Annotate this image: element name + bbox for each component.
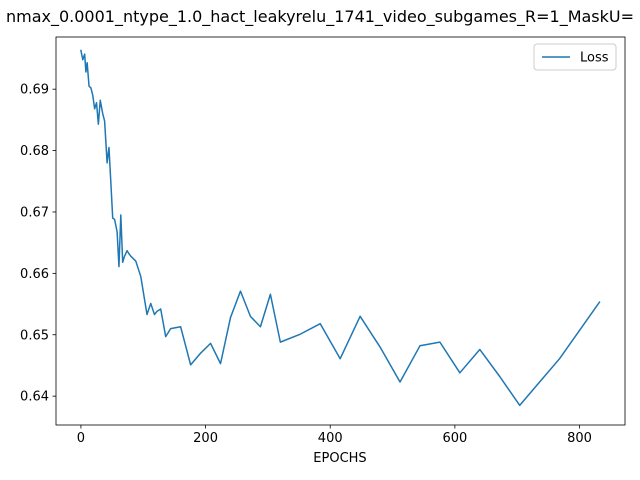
x-tick-label: 200 xyxy=(193,431,218,446)
y-tick-label: 0.68 xyxy=(20,144,49,159)
legend-box xyxy=(533,43,617,71)
series-line-loss xyxy=(80,49,601,407)
legend-label: Loss xyxy=(580,51,609,66)
y-tick-label: 0.67 xyxy=(20,205,49,220)
chart-title: nmax_0.0001_ntype_1.0_hact_leakyrelu_174… xyxy=(5,7,635,26)
x-tick-label: 0 xyxy=(77,431,85,446)
x-tick-label: 600 xyxy=(442,431,467,446)
y-tick-label: 0.65 xyxy=(20,328,49,343)
x-tick-label: 400 xyxy=(318,431,343,446)
x-tick-label: 800 xyxy=(567,431,592,446)
plot-area xyxy=(80,49,601,407)
y-tick-label: 0.66 xyxy=(20,267,49,282)
x-axis-label: EPOCHS xyxy=(313,451,366,466)
y-tick-label: 0.64 xyxy=(20,390,49,405)
plot-frame xyxy=(55,36,626,426)
y-tick-label: 0.69 xyxy=(20,83,49,98)
legend: Loss xyxy=(533,43,617,71)
axes: 0 200 400 600 800 0.64 0.65 0.66 0.67 0.68 0.69 xyxy=(20,36,626,446)
